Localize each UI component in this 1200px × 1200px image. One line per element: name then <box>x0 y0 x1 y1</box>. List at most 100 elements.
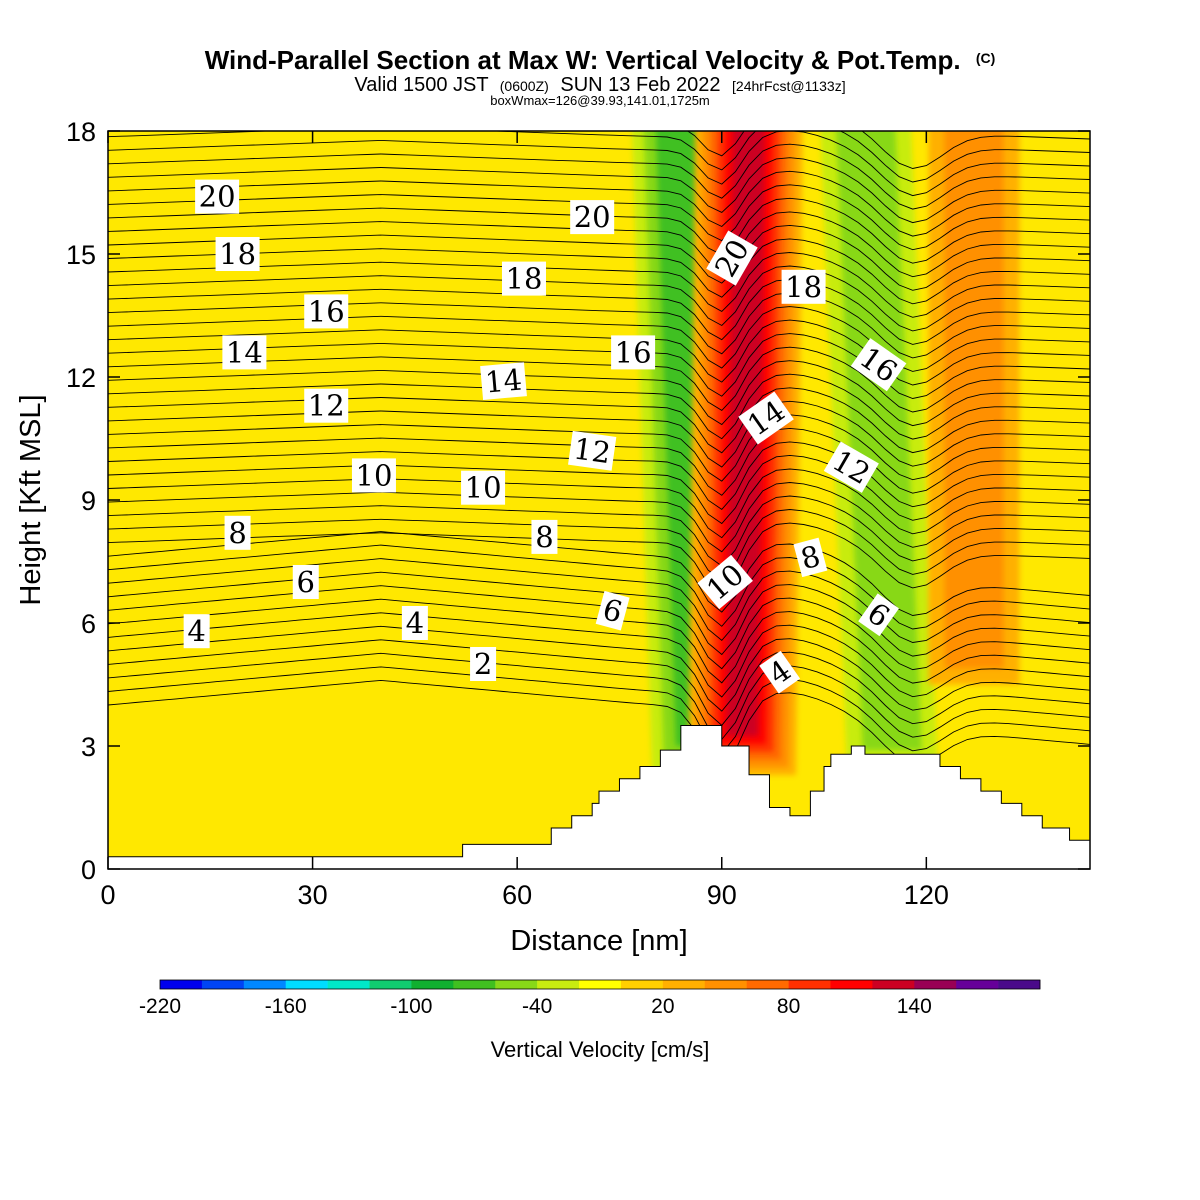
contour-label: 8 <box>793 537 828 578</box>
contour-label: 20 <box>195 179 240 214</box>
y-tick-label: 9 <box>81 486 96 516</box>
theta-contour-line <box>108 544 1090 630</box>
colorbar-swatch <box>453 980 496 989</box>
contour-label-box <box>401 606 428 640</box>
y-axis: 0 3 6 9 12 15 18 <box>66 117 1090 885</box>
terrain <box>108 725 1090 869</box>
contour-label: 8 <box>224 515 251 550</box>
chart-title-text: Wind-Parallel Section at Max W: Vertical… <box>205 45 961 75</box>
theta-contour-line <box>108 333 1090 399</box>
colorbar-frame <box>159 979 1041 990</box>
colorbar-tick-label: -220 <box>139 995 181 1018</box>
colorbar-swatch <box>956 980 999 989</box>
contour-label-text: 12 <box>572 431 613 470</box>
contour-label-box <box>595 590 630 631</box>
x-axis: 0 30 60 90 120 <box>100 131 949 910</box>
contour-label: 20 <box>570 200 615 235</box>
x-axis-label: Distance [nm] <box>510 925 687 957</box>
contour-label-box <box>531 519 558 554</box>
contour-label-box <box>697 554 753 610</box>
contour-label-box <box>224 515 251 550</box>
contour-label: 4 <box>401 606 428 640</box>
y-tick-label: 0 <box>81 855 96 885</box>
contour-label-box <box>480 362 527 400</box>
contour-label-text: 4 <box>187 614 205 648</box>
contour-label-text: 18 <box>219 237 256 271</box>
forecast-info: [24hrFcst@1133z] <box>732 78 846 94</box>
colorbar-ticks: -220 -160 -100 -40 20 80 140 <box>139 995 932 1018</box>
colorbar-tick-label: 20 <box>651 995 674 1018</box>
contour-label-box <box>759 650 801 694</box>
theta-contour-line <box>108 131 1090 183</box>
colorbar-tick-label: -100 <box>390 995 432 1018</box>
vertical-velocity-field <box>632 131 1020 776</box>
colorbar-swatch <box>662 980 706 989</box>
colorbar-swatch <box>201 980 245 989</box>
contour-label-text: 14 <box>226 335 263 369</box>
colorbar-tick-label: -40 <box>522 995 552 1018</box>
colorbar <box>159 979 1041 990</box>
colorbar-swatch <box>746 980 789 989</box>
theta-contour-line <box>108 454 1090 525</box>
colorbar-swatch <box>285 980 328 989</box>
colorbar-swatch <box>243 980 287 989</box>
theta-contour-line <box>108 224 1090 291</box>
contour-label: 14 <box>480 362 527 400</box>
contour-label-text: 18 <box>506 262 543 296</box>
y-tick-label: 18 <box>66 117 96 147</box>
contour-label: 16 <box>304 294 349 329</box>
contour-label-box <box>793 537 828 578</box>
colorbar-swatch <box>327 980 370 989</box>
colorbar-swatch <box>579 980 622 989</box>
theta-contour-line <box>108 585 1090 671</box>
theta-contour-line <box>108 279 1090 345</box>
contour-label-box <box>351 458 396 493</box>
contour-label-box <box>568 430 617 471</box>
theta-contour-line <box>108 531 1090 616</box>
colorbar-tick-label: -160 <box>265 995 307 1018</box>
theta-contour-line <box>108 495 1090 567</box>
contour-label-text: 2 <box>474 647 492 681</box>
contour-label-box <box>823 441 879 493</box>
contour-label: 6 <box>595 590 630 631</box>
colorbar-swatch <box>411 980 454 989</box>
colorbar-label: Vertical Velocity [cm/s] <box>491 1037 710 1062</box>
box-info: boxWmax=126@39.93,141.01,1725m <box>490 93 710 108</box>
contour-label-box <box>304 388 349 423</box>
x-tick-label: 30 <box>298 880 328 910</box>
contour-label: 4 <box>183 614 210 649</box>
y-tick-label: 6 <box>81 609 96 639</box>
theta-contour-line <box>108 292 1090 359</box>
theta-contour-line <box>108 360 1090 427</box>
valid-prefix: Valid 1500 JST <box>354 74 488 96</box>
contour-label-text: 20 <box>574 200 611 234</box>
contour-label-box <box>858 593 899 637</box>
contour-label: 16 <box>611 335 656 370</box>
chart-title-mark: (C) <box>976 50 995 66</box>
contour-label-text: 18 <box>785 270 822 304</box>
chart-title: Wind-Parallel Section at Max W: Vertical… <box>205 45 996 75</box>
contour-label-box <box>470 647 497 681</box>
theta-contour-line <box>108 558 1090 643</box>
contour-label-box <box>292 565 319 599</box>
colorbar-swatch <box>788 980 831 989</box>
theta-contour-line <box>108 373 1090 440</box>
theta-contour-line <box>108 639 1090 726</box>
contour-label-box <box>183 614 210 649</box>
x-tick-label: 60 <box>502 880 532 910</box>
w-band-updraft-3-1 <box>944 131 1004 669</box>
contour-label-text: 14 <box>484 363 524 400</box>
contour-label-box <box>781 269 826 304</box>
theta-contour-line <box>108 157 1090 224</box>
theta-contour-line <box>108 346 1090 413</box>
colorbar-swatch <box>998 980 1041 989</box>
contour-label-text: 12 <box>308 389 345 423</box>
contour-label-text: 8 <box>535 520 553 554</box>
contour-label-text: 10 <box>465 471 502 505</box>
contour-label-box <box>611 335 656 370</box>
contour-label: 12 <box>304 388 349 423</box>
contour-label: 12 <box>568 430 617 471</box>
theta-contour-line <box>108 666 1090 755</box>
